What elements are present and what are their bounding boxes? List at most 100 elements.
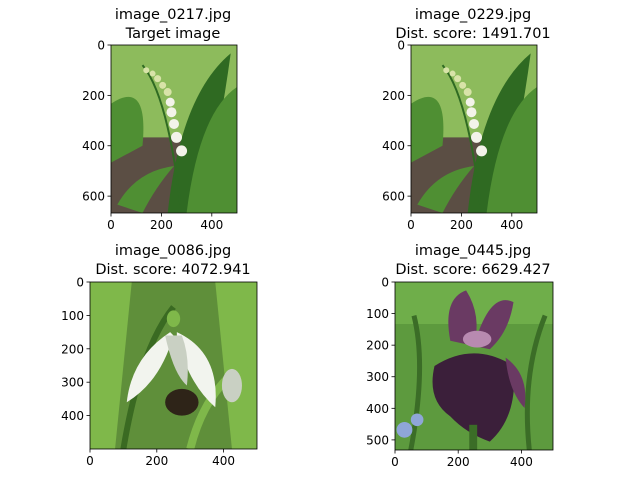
x-tick-label: 0 [391,455,399,469]
subplot-3-title-line-1: image_0086.jpg [115,243,231,259]
photo-flower-bud [154,75,162,83]
photo-flower-bud [176,145,188,157]
photo-flower-bud [443,67,450,74]
photo-stem [469,424,478,450]
photo-flower-bud [466,107,477,118]
photo-iris-fall [432,353,515,442]
photo-leaf [411,96,444,163]
photo-bee [165,388,199,416]
photo-content [111,45,237,213]
photo-flower-bud [449,70,456,77]
subplot-4-title-line-1: image_0445.jpg [415,243,531,259]
photo-petal [176,332,216,408]
photo-iris-center [462,330,492,348]
photo-petal [165,335,188,386]
subplot-3-axes: 0 200 400 0 100 200 300 400 [61,276,258,468]
subplot-3-image [90,282,257,449]
photo-stem [141,64,182,205]
y-tick-label: 400 [61,409,84,423]
photo-flower-bud [163,88,172,97]
axes-frame [394,281,554,451]
subplot-2-title-line-1: image_0229.jpg [415,7,531,23]
y-tick-label: 0 [97,39,105,53]
y-tick-label: 100 [366,307,389,321]
subplot-2-title-line-2: Dist. score: 1491.701 [395,26,550,42]
photo-flower-bud [476,145,488,157]
axes-frame [89,281,258,450]
photo-flower-bud [471,131,483,143]
x-tick-label: 400 [510,455,533,469]
photo-flower-bud [169,118,179,129]
y-tick-label: 200 [82,89,105,103]
photo-flower-bud [454,75,462,83]
y-tick-label: 400 [366,402,389,416]
photo-leaf [486,87,537,213]
photo-iris-petal [505,357,526,408]
y-tick-label: 0 [76,276,84,290]
x-tick-label: 0 [407,218,415,232]
y-tick-label: 100 [61,309,84,323]
subplot-4-title-line-2: Dist. score: 6629.427 [395,262,550,278]
photo-flower-bud [149,70,156,77]
photo-blue-flower [410,413,424,427]
subplot-4-image [395,282,553,450]
axes-frame [410,44,538,214]
photo-flower-bud [166,107,177,118]
axes-frame [110,44,238,214]
photo-flower-bud [463,88,472,97]
subplot-4-axes: 0 200 400 0 100 200 300 400 500 [366,276,554,469]
photo-flower-bud [143,67,150,74]
y-tick-label: 0 [397,39,405,53]
y-tick-label: 600 [82,190,105,204]
subplot-3-title-line-2: Dist. score: 4072.941 [95,262,250,278]
subplot-2-axes: 0 200 400 0 200 400 600 [382,39,538,232]
photo-flower-bud [469,118,479,129]
photo-flower-bud [459,81,467,89]
x-tick-label: 200 [150,218,173,232]
photo-leaf [467,53,531,213]
y-tick-label: 300 [61,376,84,390]
subplot-1-title-line-2: Target image [125,26,221,42]
y-tick-label: 400 [82,139,105,153]
photo-flower-bud [165,97,175,107]
subplot-1-title-line-1: image_0217.jpg [115,7,231,23]
x-tick-label: 400 [200,218,223,232]
photo-petal [221,368,242,403]
photo-leaf [111,96,144,163]
x-tick-label: 0 [86,454,94,468]
x-tick-label: 0 [107,218,115,232]
subplot-3: image_0086.jpg Dist. score: 4072.941 0 20… [61,243,258,468]
photo-leaf [90,282,132,449]
y-tick-label: 200 [382,89,405,103]
photo-blue-flower [396,421,413,438]
x-tick-label: 400 [500,218,523,232]
subplot-2-image [411,45,537,213]
photo-petal [126,332,174,403]
photo-stem [441,64,482,205]
photo-flower-bud [159,81,167,89]
subplot-1-axes: 0 200 400 0 200 400 600 [82,39,238,232]
y-tick-label: 200 [61,342,84,356]
subplot-4: image_0445.jpg Dist. score: 6629.427 0 20… [366,243,554,469]
x-tick-label: 400 [212,454,235,468]
x-tick-label: 200 [145,454,168,468]
subplot-1-image [111,45,237,213]
photo-content [90,282,257,449]
y-tick-label: 200 [366,339,389,353]
y-tick-label: 500 [366,433,389,447]
y-tick-label: 300 [366,370,389,384]
subplot-2: image_0229.jpg Dist. score: 1491.701 0 20… [382,7,551,232]
photo-leaf [117,165,174,213]
photo-leaf [417,165,474,213]
photo-flower-bud [171,131,183,143]
y-tick-label: 600 [382,190,405,204]
photo-content [395,282,553,450]
y-tick-label: 400 [382,139,405,153]
photo-flower-bud [465,97,475,107]
subplot-1: image_0217.jpg Target image 0 200 400 0 200 4… [82,7,238,232]
photo-leaf [524,314,548,450]
photo-content [411,45,537,213]
photo-leaf [186,87,237,213]
x-tick-label: 200 [447,455,470,469]
